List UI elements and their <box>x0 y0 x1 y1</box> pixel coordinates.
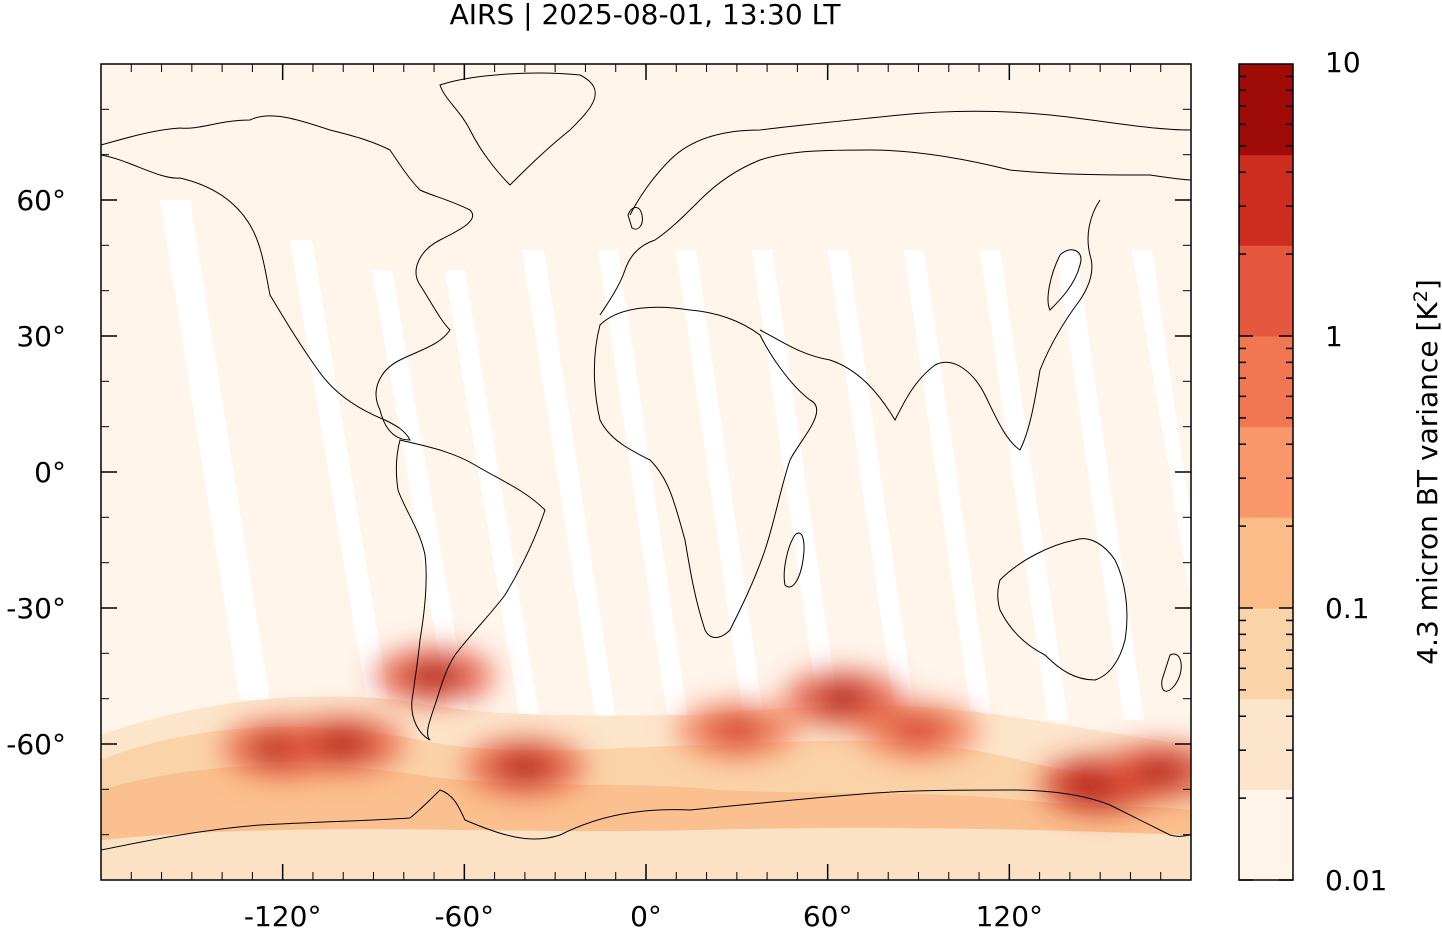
coastlines <box>101 72 1191 851</box>
colorbar-tick-label: 0.01 <box>1325 864 1387 897</box>
coast-japan <box>1047 249 1082 311</box>
coast-australia <box>997 538 1128 681</box>
map-title: AIRS | 2025-08-01, 13:30 LT <box>449 0 841 31</box>
coast-north-america <box>101 115 473 441</box>
coast-south-america <box>395 439 546 741</box>
coast-antarctica <box>101 789 1191 851</box>
y-tick-label: 0° <box>34 456 66 489</box>
variance-field <box>101 648 1191 880</box>
colorbar-segment <box>1239 426 1293 518</box>
swath-gaps <box>160 200 1191 720</box>
colorbar <box>1239 64 1293 881</box>
colorbar-segment <box>1239 64 1293 156</box>
y-tick-label: 60° <box>16 184 66 217</box>
colorbar-tick-labels: 10 1 0.1 0.01 <box>1325 46 1387 897</box>
x-tick-label: 60° <box>803 900 853 930</box>
minor-ticks <box>101 64 1191 880</box>
x-tick-label: -60° <box>434 900 494 930</box>
colorbar-segment <box>1239 608 1293 700</box>
y-tick-label: 30° <box>16 320 66 353</box>
y-tick-label: -60° <box>6 728 66 761</box>
colorbar-segment <box>1239 789 1293 881</box>
variance-hotspot-core <box>315 730 372 758</box>
y-axis-labels: 60° 30° 0° -30° -60° <box>6 184 66 761</box>
x-axis-labels: -120° -60° 0° 60° 120° <box>244 900 1043 930</box>
coast-eurasia <box>599 110 1191 451</box>
coast-madagascar <box>783 532 805 588</box>
variance-hotspot-core <box>496 752 553 781</box>
colorbar-tick-label: 0.1 <box>1325 592 1370 625</box>
coast-uk <box>627 207 643 230</box>
coast-new-zealand <box>1161 653 1182 692</box>
colorbar-ticks <box>1239 75 1293 881</box>
colorbar-tick-label: 10 <box>1325 46 1361 79</box>
major-ticks <box>101 64 1191 880</box>
colorbar-segment <box>1239 517 1293 609</box>
colorbar-tick-label: 1 <box>1325 320 1343 353</box>
colorbar-segment <box>1239 154 1293 246</box>
variance-hotspot-core <box>1132 757 1189 786</box>
variance-hotspot-core <box>814 684 871 713</box>
variance-hotspot-core <box>890 716 947 745</box>
colorbar-segment <box>1239 698 1293 790</box>
y-tick-label: -30° <box>6 592 66 625</box>
colorbar-segment <box>1239 336 1293 428</box>
colorbar-label: 4.3 micron BT variance [K2] <box>1410 279 1442 665</box>
x-tick-label: 0° <box>630 900 662 930</box>
colorbar-frame <box>1238 63 1294 881</box>
x-tick-label: -120° <box>244 900 322 930</box>
coast-africa <box>593 306 818 638</box>
variance-hotspot-core <box>708 716 765 745</box>
coast-greenland <box>439 72 596 186</box>
colorbar-segment <box>1239 245 1293 337</box>
x-tick-label: 120° <box>976 900 1043 930</box>
